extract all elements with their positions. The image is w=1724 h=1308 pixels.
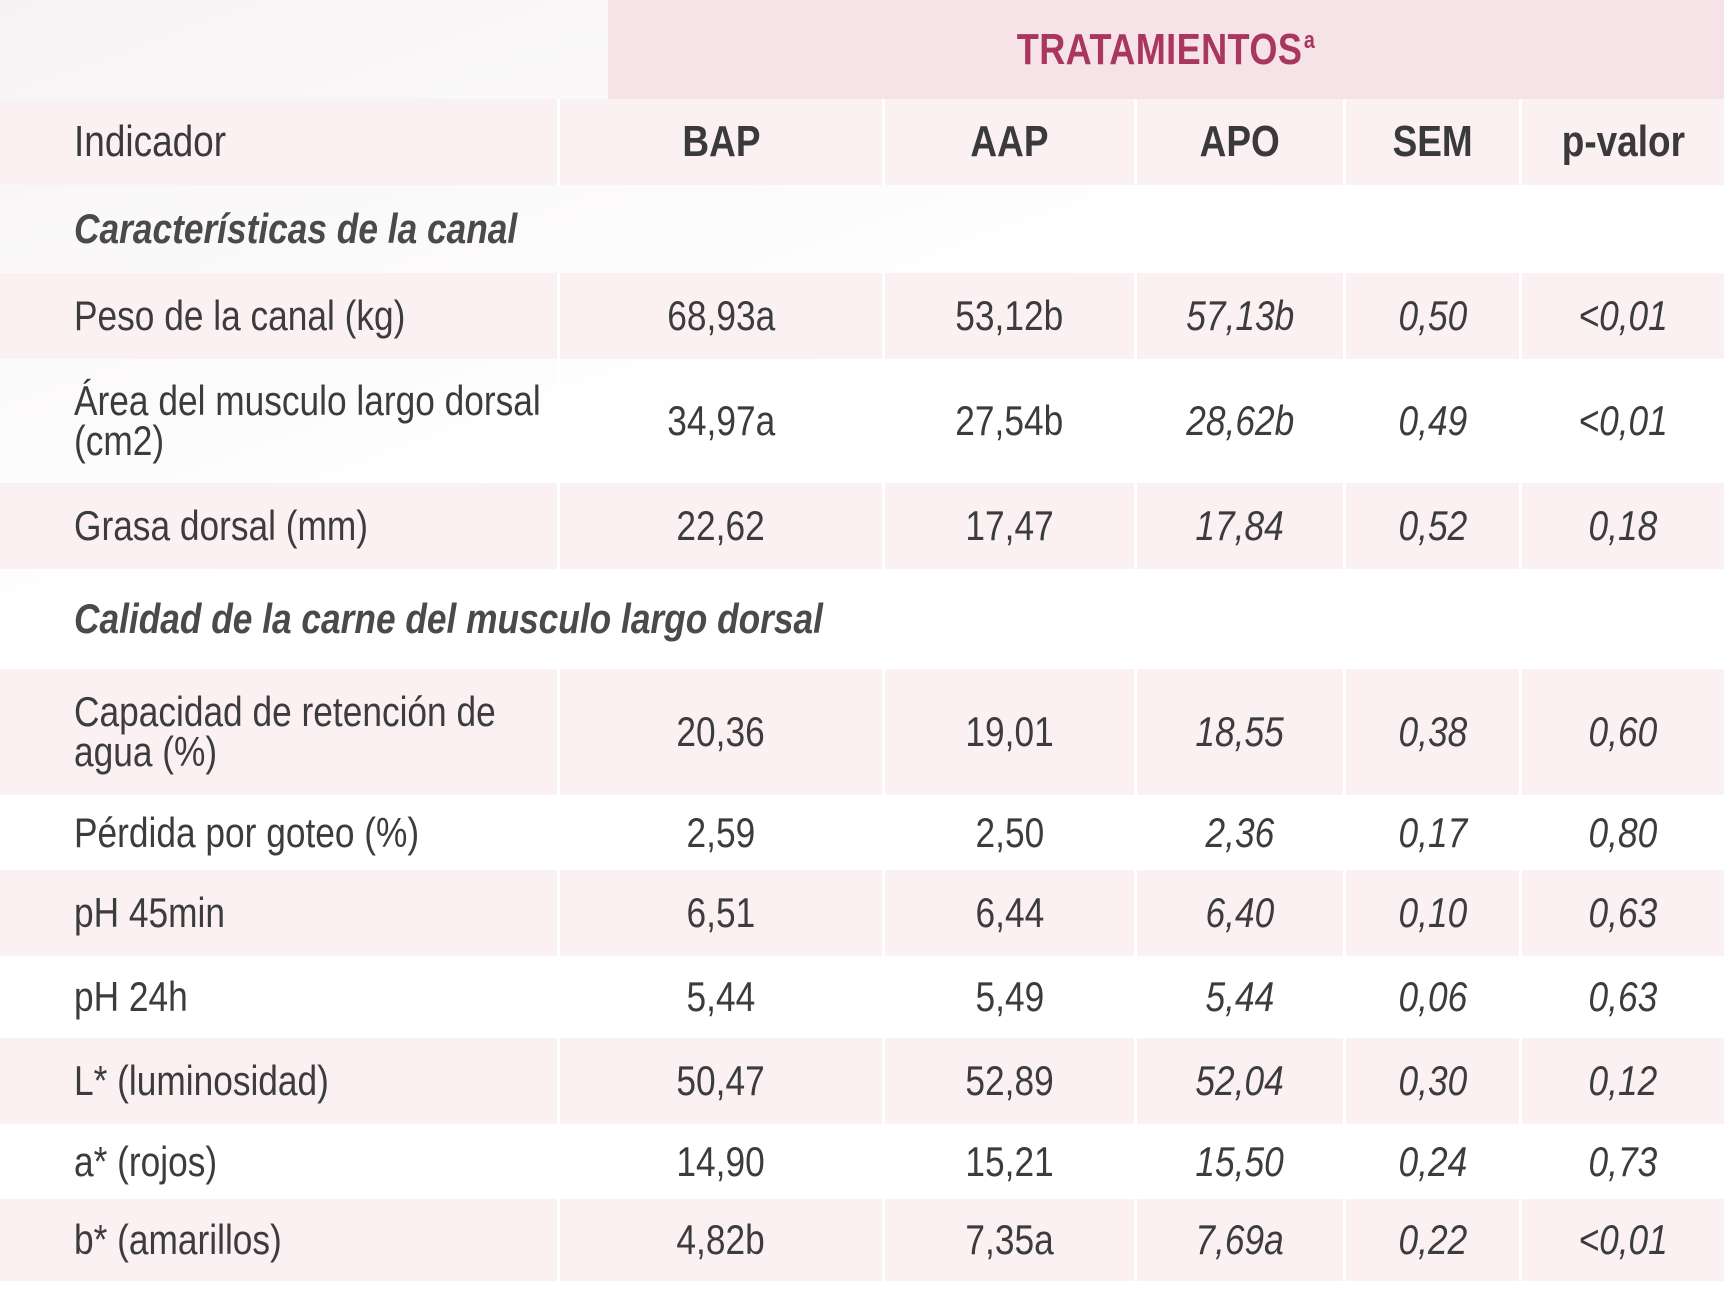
table-row: Área del musculo largo dorsal (cm2) 34,9… xyxy=(0,359,1724,483)
col-header-p-valor: p-valor xyxy=(1519,99,1724,185)
table-row: pH 45min 6,51 6,44 6,40 0,10 0,63 xyxy=(0,870,1724,956)
cell-aap: 52,89 xyxy=(882,1038,1134,1124)
row-label: Pérdida por goteo (%) xyxy=(74,808,420,856)
cell-apo: 52,04 xyxy=(1134,1038,1343,1124)
table-row: Grasa dorsal (mm) 22,62 17,47 17,84 0,52… xyxy=(0,483,1724,569)
cell-sem: 0,30 xyxy=(1343,1038,1519,1124)
section-row: Características de la canal xyxy=(0,185,1724,273)
row-label: Grasa dorsal (mm) xyxy=(0,483,557,569)
col-header-indicador: Indicador xyxy=(0,99,557,185)
col-header-apo: APO xyxy=(1134,99,1343,185)
cell-aap: 27,54b xyxy=(882,359,1134,483)
cell-sem: 0,06 xyxy=(1343,956,1519,1038)
cell-sem: 0,17 xyxy=(1343,795,1519,870)
cell-bap: 22,62 xyxy=(557,483,882,569)
cell-sem: 0,22 xyxy=(1343,1199,1519,1281)
cell-aap: 17,47 xyxy=(882,483,1134,569)
table-row: Capacidad de retención de agua (%) 20,36… xyxy=(0,669,1724,795)
cell-bap: 14,90 xyxy=(557,1124,882,1199)
results-table: Indicador BAP AAP APO SEM p-valor Caract… xyxy=(0,99,1724,1281)
cell-bap: 34,97a xyxy=(557,359,882,483)
cell-bap: 50,47 xyxy=(557,1038,882,1124)
cell-bap: 6,51 xyxy=(557,870,882,956)
table-row: a* (rojos) 14,90 15,21 15,50 0,24 0,73 xyxy=(0,1124,1724,1199)
row-label: L* (luminosidad) xyxy=(0,1038,557,1124)
cell-aap: 5,49 xyxy=(882,956,1134,1038)
col-header-bap: BAP xyxy=(557,99,882,185)
cell-bap: 68,93a xyxy=(557,273,882,359)
row-label: Área del musculo largo dorsal (cm2) xyxy=(74,377,541,464)
cell-apo: 18,55 xyxy=(1134,669,1343,795)
table-row: pH 24h 5,44 5,49 5,44 0,06 0,63 xyxy=(0,956,1724,1038)
cell-apo: 2,36 xyxy=(1134,795,1343,870)
cell-sem: 0,38 xyxy=(1343,669,1519,795)
treatments-superscript: a xyxy=(1303,26,1316,54)
cell-apo: 7,69a xyxy=(1134,1199,1343,1281)
cell-p-valor: 0,18 xyxy=(1519,483,1724,569)
header-row: Indicador BAP AAP APO SEM p-valor xyxy=(0,99,1724,185)
row-label: pH 45min xyxy=(0,870,557,956)
cell-sem: 0,49 xyxy=(1343,359,1519,483)
cell-bap: 4,82b xyxy=(557,1199,882,1281)
cell-sem: 0,50 xyxy=(1343,273,1519,359)
cell-p-valor: 0,12 xyxy=(1519,1038,1724,1124)
table-row: Pérdida por goteo (%) 2,59 2,50 2,36 0,1… xyxy=(0,795,1724,870)
table-row: b* (amarillos) 4,82b 7,35a 7,69a 0,22 <0… xyxy=(0,1199,1724,1281)
col-header-sem: SEM xyxy=(1343,99,1519,185)
row-label: b* (amarillos) xyxy=(0,1199,557,1281)
table-row: Peso de la canal (kg) 68,93a 53,12b 57,1… xyxy=(0,273,1724,359)
cell-sem: 0,24 xyxy=(1343,1124,1519,1199)
cell-aap: 19,01 xyxy=(882,669,1134,795)
cell-p-valor: 0,63 xyxy=(1519,956,1724,1038)
cell-sem: 0,52 xyxy=(1343,483,1519,569)
cell-p-valor: 0,73 xyxy=(1519,1124,1724,1199)
treatments-title: TRATAMIENTOSa xyxy=(1016,24,1316,74)
cell-apo: 6,40 xyxy=(1134,870,1343,956)
row-label: Capacidad de retención de agua (%) xyxy=(0,669,557,795)
col-header-aap: AAP xyxy=(882,99,1134,185)
cell-p-valor: 0,80 xyxy=(1519,795,1724,870)
cell-p-valor: <0,01 xyxy=(1519,359,1724,483)
cell-aap: 7,35a xyxy=(882,1199,1134,1281)
treatments-banner: TRATAMIENTOSa xyxy=(608,0,1724,99)
cell-apo: 57,13b xyxy=(1134,273,1343,359)
cell-apo: 17,84 xyxy=(1134,483,1343,569)
cell-aap: 53,12b xyxy=(882,273,1134,359)
cell-sem: 0,10 xyxy=(1343,870,1519,956)
cell-p-valor: <0,01 xyxy=(1519,1199,1724,1281)
cell-apo: 15,50 xyxy=(1134,1124,1343,1199)
cell-apo: 28,62b xyxy=(1134,359,1343,483)
cell-p-valor: 0,63 xyxy=(1519,870,1724,956)
cell-bap: 2,59 xyxy=(557,795,882,870)
row-label: a* (rojos) xyxy=(74,1137,218,1185)
row-label: Peso de la canal (kg) xyxy=(0,273,557,359)
cell-aap: 2,50 xyxy=(882,795,1134,870)
cell-bap: 5,44 xyxy=(557,956,882,1038)
cell-apo: 5,44 xyxy=(1134,956,1343,1038)
cell-aap: 6,44 xyxy=(882,870,1134,956)
cell-bap: 20,36 xyxy=(557,669,882,795)
cell-p-valor: 0,60 xyxy=(1519,669,1724,795)
table-row: L* (luminosidad) 50,47 52,89 52,04 0,30 … xyxy=(0,1038,1724,1124)
section-title: Calidad de la carne del musculo largo do… xyxy=(74,595,823,642)
row-label: pH 24h xyxy=(74,973,188,1020)
cell-aap: 15,21 xyxy=(882,1124,1134,1199)
cell-p-valor: <0,01 xyxy=(1519,273,1724,359)
section-title: Características de la canal xyxy=(74,205,518,252)
section-row: Calidad de la carne del musculo largo do… xyxy=(0,569,1724,669)
